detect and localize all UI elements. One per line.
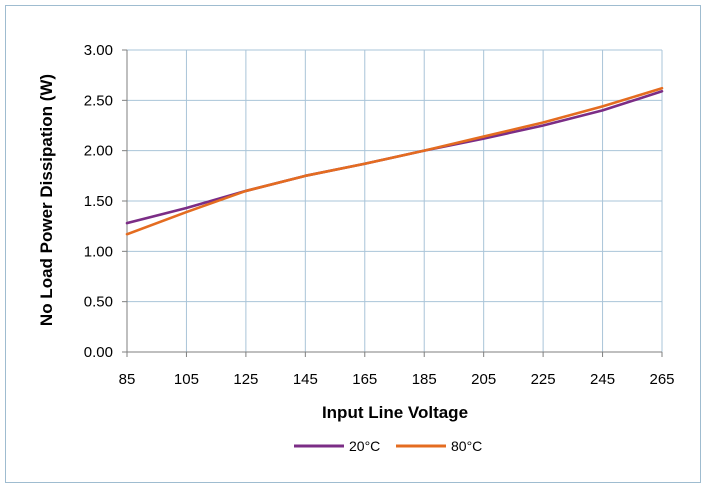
legend-label-2: 80°C — [451, 438, 482, 454]
legend-label-1: 20°C — [349, 438, 380, 454]
x-tick-label: 185 — [412, 371, 437, 388]
series-line-2 — [125, 86, 664, 236]
y-tick-label: 3.00 — [84, 42, 113, 59]
x-tick-label: 225 — [531, 371, 556, 388]
x-tick-label: 105 — [174, 371, 199, 388]
x-tick-label: 265 — [649, 371, 674, 388]
x-tick-label: 165 — [352, 371, 377, 388]
y-tick-label: 0.00 — [84, 344, 113, 361]
x-tick-label: 145 — [293, 371, 318, 388]
series-lines — [125, 86, 664, 236]
y-tick-label: 1.50 — [84, 193, 113, 210]
y-tick-label: 1.00 — [84, 243, 113, 260]
x-tick-label: 85 — [119, 371, 136, 388]
tick-labels: 0.00 0.50 1.00 1.50 2.00 2.50 3.00 85 105 125 145 1… — [84, 42, 675, 388]
axes — [122, 49, 663, 357]
x-tick-label: 205 — [471, 371, 496, 388]
y-tick-label: 0.50 — [84, 294, 113, 311]
chart-frame — [5, 5, 701, 483]
x-tick-label: 245 — [590, 371, 615, 388]
x-axis-title: Input Line Voltage — [322, 403, 468, 422]
y-tick-label: 2.50 — [84, 92, 113, 109]
y-tick-label: 2.00 — [84, 143, 113, 160]
legend: 20°C 80°C — [294, 438, 482, 454]
y-axis-title: No Load Power Dissipation (W) — [37, 74, 56, 326]
x-tick-label: 125 — [233, 371, 258, 388]
